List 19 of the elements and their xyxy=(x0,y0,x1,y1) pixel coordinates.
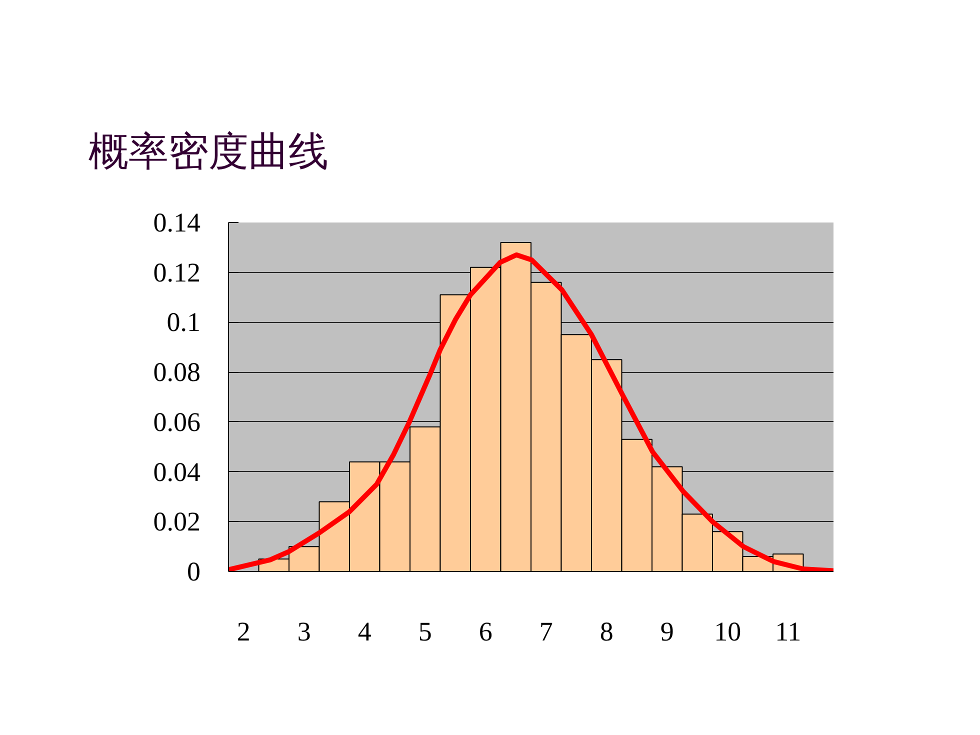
x-tick-label: 9 xyxy=(660,616,674,646)
chart-title: 概率密度曲线 xyxy=(88,129,328,175)
x-tick-label: 6 xyxy=(478,616,492,646)
y-tick-label: 0.14 xyxy=(153,208,201,238)
y-tick-label: 0.06 xyxy=(153,406,200,437)
x-tick-label: 4 xyxy=(358,616,372,646)
x-tick-label: 2 xyxy=(236,616,250,646)
y-tick-label: 0.08 xyxy=(153,357,200,388)
y-tick-label: 0.04 xyxy=(153,456,201,487)
x-tick-label: 8 xyxy=(600,616,614,646)
y-tick-label: 0 xyxy=(187,556,200,586)
x-tick-label: 5 xyxy=(418,616,432,646)
x-tick-label: 10 xyxy=(714,616,742,646)
y-tick-label: 0.12 xyxy=(153,257,200,288)
x-tick-label: 11 xyxy=(775,616,802,646)
y-tick-label: 0.1 xyxy=(166,307,200,338)
y-tick-label: 0.02 xyxy=(153,506,200,537)
x-tick-label: 3 xyxy=(297,616,311,646)
x-tick-label: 7 xyxy=(539,616,553,646)
